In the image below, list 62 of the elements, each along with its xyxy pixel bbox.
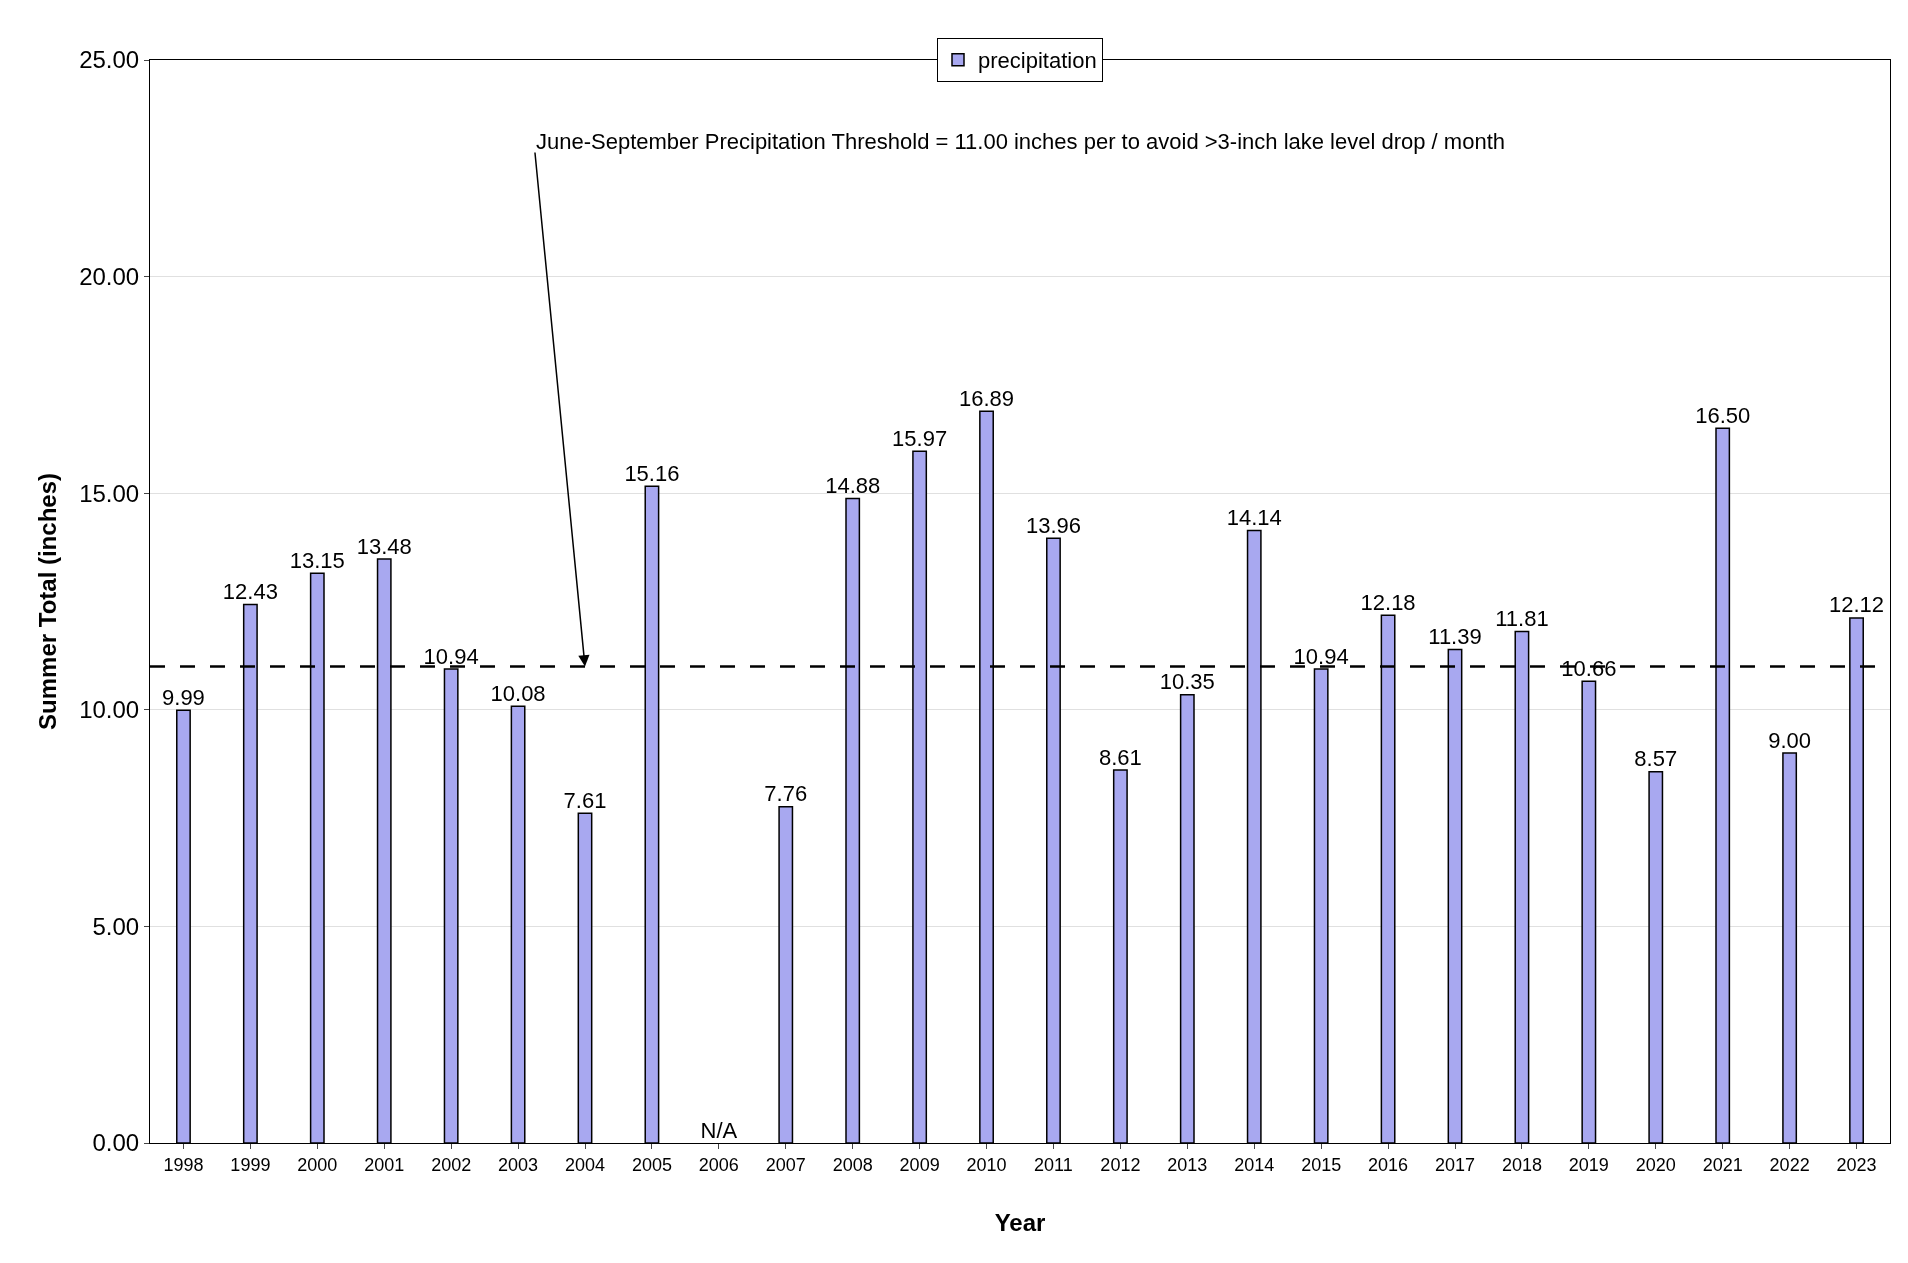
x-tick-label: 2004 [564,1154,606,1175]
x-tick-label: 2020 [1635,1154,1676,1175]
data-label: 12.43 [222,579,278,605]
x-tick-label: 2006 [698,1154,739,1175]
x-tick-label: 2001 [364,1154,405,1175]
x-tick-label: 2009 [899,1154,940,1175]
x-tick-label: 2008 [832,1154,873,1175]
x-tick-label: 2002 [431,1154,472,1175]
x-tick-label: 2005 [631,1154,672,1175]
x-tick-label: 2011 [1034,1154,1073,1175]
data-label: 7.61 [563,787,607,813]
x-tick-label: 2017 [1434,1154,1476,1175]
data-label: 7.76 [764,781,808,807]
data-label: 16.50 [1695,402,1751,428]
x-tick-label: 2018 [1501,1154,1542,1175]
data-label: 10.66 [1561,655,1617,681]
y-tick-label: 15.00 [79,479,140,507]
x-tick-label: 2021 [1702,1154,1743,1175]
y-axis-title: Summer Total (inches) [34,473,62,730]
data-label: 13.96 [1025,512,1081,538]
x-tick-label: 2012 [1100,1154,1141,1175]
y-tick-label: 25.00 [79,46,140,74]
x-tick-label: 1999 [230,1154,271,1175]
x-axis-title: Year [994,1208,1046,1236]
data-label: 12.12 [1829,592,1885,618]
data-label: 15.97 [892,425,948,451]
x-tick-label: 1998 [163,1154,204,1175]
annotation: June-September Precipitation Threshold = 11.00 inches per to avoid >3-inch lake level drop / month [536,129,1505,154]
x-tick-label: 2022 [1769,1154,1810,1175]
y-tick-label: 5.00 [92,912,140,940]
y-tick-label: 20.00 [79,263,140,290]
text: N/A [700,1117,738,1143]
data-label: 10.35 [1159,669,1215,695]
data-label: 11.81 [1495,605,1549,631]
x-tick-label: 2016 [1368,1154,1409,1175]
data-label: 10.94 [1293,643,1349,669]
x-tick-label: 2013 [1167,1154,1208,1175]
x-tick-label: 2019 [1568,1154,1609,1175]
x-tick-label: 2007 [765,1154,806,1175]
data-label: 10.08 [490,680,546,706]
data-label: 9.00 [1768,727,1812,753]
x-tick-label: 2023 [1836,1154,1877,1175]
data-label: 9.99 [162,684,205,710]
x-tick-label: 2014 [1234,1154,1275,1175]
data-label: 14.88 [825,472,881,498]
x-tick-label: 2003 [498,1154,539,1175]
y-tick-label: 10.00 [79,696,140,724]
data-label: 13.48 [356,533,412,559]
x-tick-label: 2010 [966,1154,1007,1175]
data-label: 14.14 [1226,504,1282,530]
data-label: 16.89 [959,385,1015,411]
legend-label: precipitation [978,48,1097,74]
data-label: 11.39 [1428,624,1482,650]
data-label: 13.15 [289,547,345,573]
data-label: 15.16 [624,460,680,486]
data-label: 8.57 [1634,746,1678,772]
x-tick-label: 2000 [297,1154,338,1175]
y-tick-label: 0.00 [92,1129,140,1157]
data-label: 10.94 [423,643,479,669]
data-label: 12.18 [1360,589,1416,615]
x-tick-label: 2015 [1301,1154,1342,1175]
data-label: 8.61 [1098,744,1142,770]
